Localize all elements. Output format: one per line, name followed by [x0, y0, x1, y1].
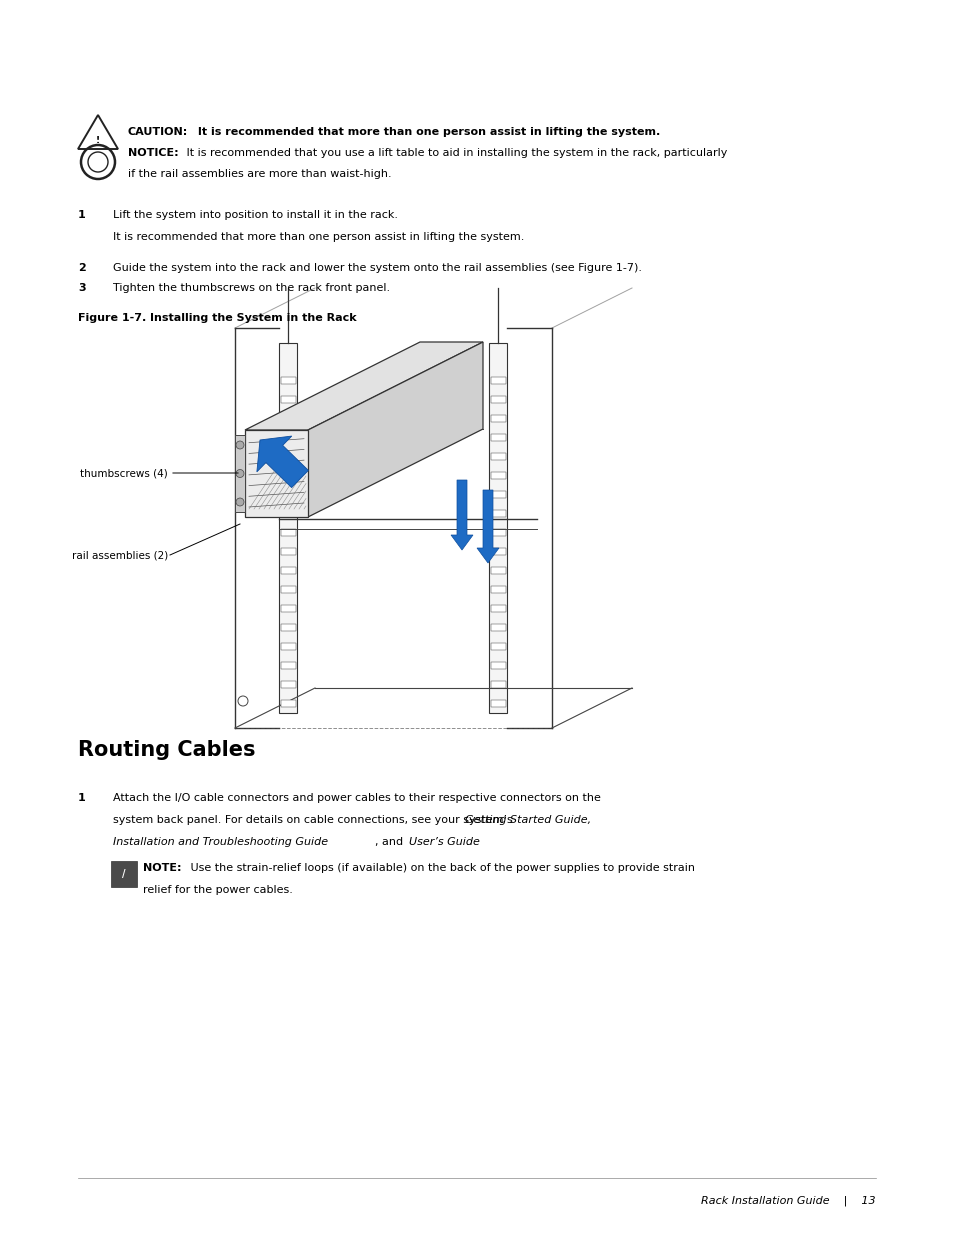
Bar — [490, 642, 505, 650]
Circle shape — [235, 469, 244, 478]
Bar — [234, 435, 245, 513]
Polygon shape — [245, 430, 308, 517]
Text: if the rail assemblies are more than waist-high.: if the rail assemblies are more than wai… — [128, 169, 392, 179]
Bar — [280, 377, 295, 384]
Text: system back panel. For details on cable connections, see your system’s: system back panel. For details on cable … — [112, 815, 516, 825]
Bar — [280, 433, 295, 441]
Bar — [280, 547, 295, 555]
Text: Figure 1-7.: Figure 1-7. — [78, 312, 146, 324]
Text: Guide the system into the rack and lower the system onto the rail assemblies (se: Guide the system into the rack and lower… — [112, 263, 641, 273]
Text: !: ! — [96, 136, 100, 144]
Text: 2: 2 — [78, 263, 86, 273]
Polygon shape — [308, 342, 482, 517]
Bar — [490, 547, 505, 555]
Bar — [280, 567, 295, 574]
Text: Lift the system into position to install it in the rack.: Lift the system into position to install… — [112, 210, 397, 220]
Bar — [280, 529, 295, 536]
Bar — [490, 699, 505, 706]
Text: Rack Installation Guide    |    13: Rack Installation Guide | 13 — [700, 1195, 875, 1205]
Bar — [490, 624, 505, 631]
Bar — [280, 624, 295, 631]
Bar — [280, 490, 295, 498]
Bar — [280, 680, 295, 688]
Bar — [280, 604, 295, 613]
Polygon shape — [245, 342, 482, 430]
Text: relief for the power cables.: relief for the power cables. — [143, 885, 293, 895]
Polygon shape — [476, 490, 498, 563]
Bar — [490, 472, 505, 479]
Text: Installing the System in the Rack: Installing the System in the Rack — [150, 312, 356, 324]
Bar — [490, 529, 505, 536]
Circle shape — [235, 441, 244, 450]
Bar — [490, 433, 505, 441]
Bar — [278, 343, 296, 713]
Text: NOTE:: NOTE: — [143, 863, 181, 873]
Text: , and: , and — [375, 837, 406, 847]
Text: Attach the I/O cable connectors and power cables to their respective connectors : Attach the I/O cable connectors and powe… — [112, 793, 600, 803]
Text: CAUTION:: CAUTION: — [128, 127, 188, 137]
Bar — [280, 395, 295, 403]
Text: Installation and Troubleshooting Guide: Installation and Troubleshooting Guide — [112, 837, 328, 847]
Text: .: . — [465, 837, 469, 847]
Bar — [280, 662, 295, 669]
Bar — [490, 395, 505, 403]
Text: thumbscrews (4): thumbscrews (4) — [80, 468, 168, 478]
Text: Use the strain-relief loops (if available) on the back of the power supplies to : Use the strain-relief loops (if availabl… — [187, 863, 695, 873]
Text: Getting Started Guide,: Getting Started Guide, — [464, 815, 591, 825]
Text: 1: 1 — [78, 793, 86, 803]
Text: It is recommended that you use a lift table to aid in installing the system in t: It is recommended that you use a lift ta… — [183, 148, 726, 158]
Text: Routing Cables: Routing Cables — [78, 740, 255, 760]
Bar — [280, 642, 295, 650]
Text: NOTICE:: NOTICE: — [128, 148, 178, 158]
Bar — [280, 472, 295, 479]
Bar — [490, 662, 505, 669]
Text: 1: 1 — [78, 210, 86, 220]
Bar — [280, 510, 295, 517]
Bar — [490, 680, 505, 688]
Text: 3: 3 — [78, 283, 86, 293]
Bar — [489, 343, 506, 713]
Bar — [280, 415, 295, 422]
Polygon shape — [256, 436, 308, 488]
Text: rail assemblies (2): rail assemblies (2) — [71, 550, 168, 559]
Bar — [111, 861, 137, 887]
Bar — [490, 377, 505, 384]
Polygon shape — [451, 480, 473, 550]
Bar — [490, 604, 505, 613]
Bar — [490, 585, 505, 593]
Bar — [490, 567, 505, 574]
Bar — [490, 490, 505, 498]
Bar — [490, 452, 505, 459]
Text: /: / — [122, 869, 126, 879]
Bar — [280, 699, 295, 706]
Bar — [490, 510, 505, 517]
Text: User’s Guide: User’s Guide — [409, 837, 479, 847]
Bar — [280, 452, 295, 459]
Circle shape — [235, 498, 244, 506]
Circle shape — [88, 152, 108, 172]
Text: Tighten the thumbscrews on the rack front panel.: Tighten the thumbscrews on the rack fron… — [112, 283, 390, 293]
Text: It is recommended that more than one person assist in lifting the system.: It is recommended that more than one per… — [112, 232, 524, 242]
Bar — [490, 415, 505, 422]
Text: It is recommended that more than one person assist in lifting the system.: It is recommended that more than one per… — [193, 127, 659, 137]
Bar — [280, 585, 295, 593]
